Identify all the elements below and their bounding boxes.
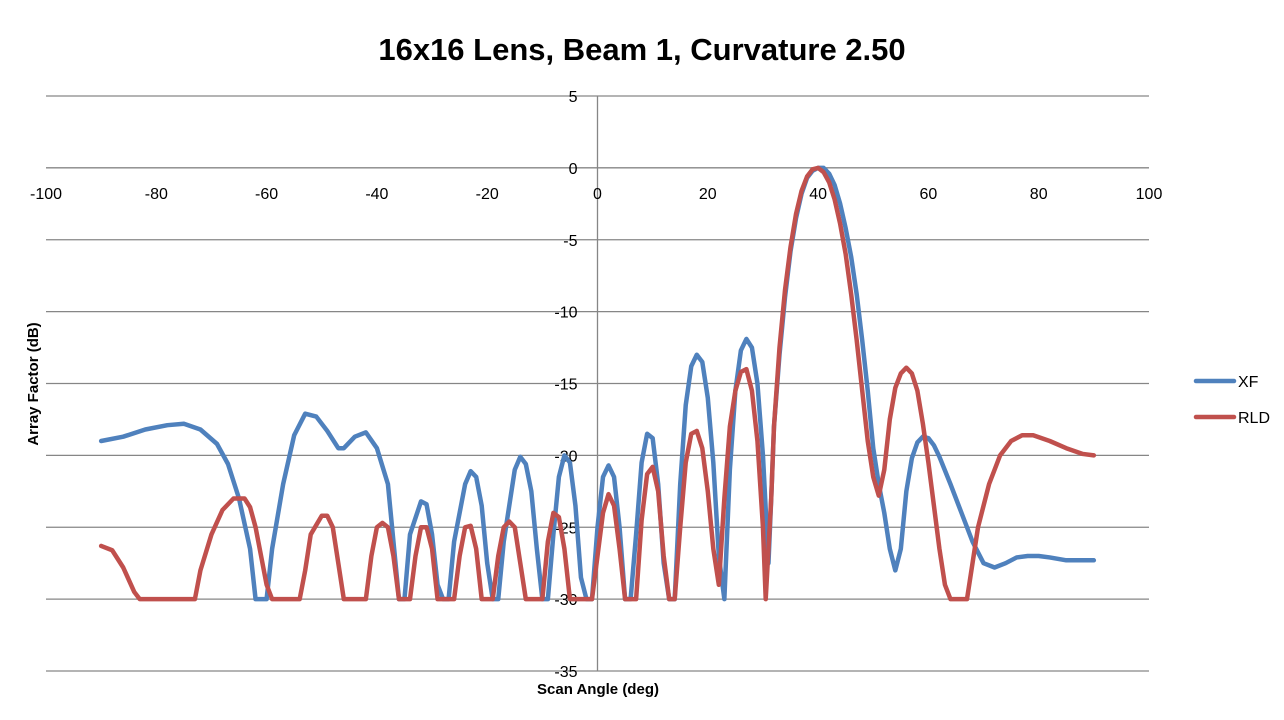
x-tick-label: 80 — [1030, 186, 1048, 203]
y-tick-label: -10 — [554, 305, 577, 322]
x-tick-label: 20 — [699, 186, 717, 203]
chart-title: 16x16 Lens, Beam 1, Curvature 2.50 — [378, 32, 905, 67]
x-tick-label: 40 — [809, 186, 827, 203]
x-tick-label: -60 — [255, 186, 278, 203]
y-tick-label: 0 — [569, 161, 578, 178]
x-tick-label: -40 — [365, 186, 388, 203]
legend: XF RLD — [1193, 374, 1270, 427]
x-tick-label: -100 — [30, 186, 62, 203]
x-tick-label: 100 — [1136, 186, 1163, 203]
x-tick-label: -80 — [145, 186, 168, 203]
x-tick-label: 0 — [593, 186, 602, 203]
x-tick-labels: -100 -80 -60 -40 -20 0 20 40 60 80 100 — [30, 186, 1162, 203]
series-line-rld — [98, 165, 1097, 602]
y-axis-title: Array Factor (dB) — [25, 322, 42, 445]
x-tick-label: -20 — [476, 186, 499, 203]
axes — [46, 96, 1149, 671]
legend-label-rld: RLD — [1238, 410, 1270, 427]
y-tick-label: -15 — [554, 377, 577, 394]
x-tick-label: 60 — [920, 186, 938, 203]
y-tick-label: 5 — [569, 89, 578, 106]
y-tick-label: -35 — [554, 664, 577, 681]
y-tick-label: -5 — [563, 233, 577, 250]
legend-label-xf: XF — [1238, 374, 1259, 391]
series-lines — [98, 165, 1097, 602]
y-tick-labels: 50-5-10-15-20-25-30-35 — [554, 89, 577, 681]
series-line-xf — [98, 165, 1097, 602]
x-axis-title: Scan Angle (deg) — [537, 681, 659, 698]
